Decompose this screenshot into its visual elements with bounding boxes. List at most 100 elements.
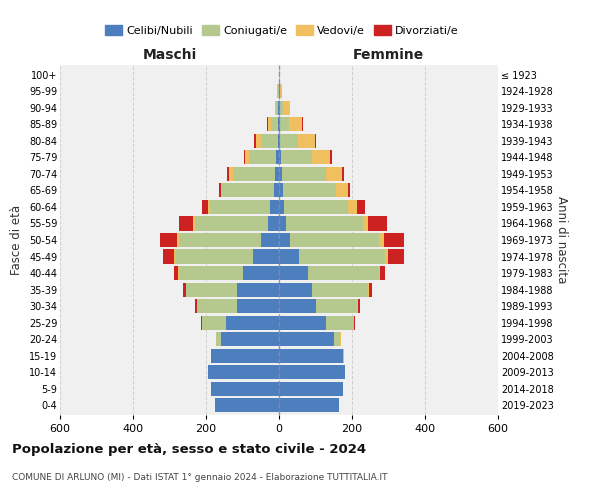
Bar [254,134,256,148]
Bar [312,150,330,164]
Bar [385,250,388,264]
Bar [215,398,279,412]
Bar [286,216,363,230]
Bar [280,134,298,148]
Text: Femmine: Femmine [353,48,424,62]
Bar [315,134,316,148]
Bar [282,167,326,181]
Bar [279,167,282,181]
Bar [195,216,268,230]
Bar [279,266,308,280]
Bar [279,134,280,148]
Bar [208,200,209,214]
Bar [278,118,279,132]
Bar [279,332,334,346]
Bar [299,250,385,264]
Bar [280,118,289,132]
Bar [280,84,282,98]
Bar [343,348,344,362]
Bar [179,266,242,280]
Bar [368,216,386,230]
Bar [308,266,379,280]
Bar [335,184,349,198]
Bar [379,266,380,280]
Bar [229,167,233,181]
Bar [279,398,339,412]
Bar [277,84,278,98]
Bar [379,233,384,247]
Text: Maschi: Maschi [142,48,197,62]
Bar [268,118,271,132]
Bar [279,101,280,115]
Bar [195,299,197,313]
Bar [369,282,372,296]
Bar [270,200,279,214]
Bar [298,134,315,148]
Bar [219,184,221,198]
Bar [278,101,279,115]
Bar [173,266,178,280]
Bar [244,150,245,164]
Bar [179,233,261,247]
Bar [349,200,358,214]
Bar [354,316,355,330]
Bar [279,282,312,296]
Bar [384,233,404,247]
Bar [283,184,335,198]
Bar [177,233,179,247]
Bar [277,150,279,164]
Bar [279,150,281,164]
Bar [281,150,312,164]
Bar [388,250,404,264]
Bar [179,216,193,230]
Bar [277,101,278,115]
Bar [182,282,185,296]
Bar [279,299,316,313]
Bar [253,250,279,264]
Bar [279,348,343,362]
Bar [316,299,358,313]
Bar [279,233,290,247]
Bar [178,266,179,280]
Bar [279,316,326,330]
Bar [275,101,277,115]
Bar [358,200,365,214]
Bar [216,332,221,346]
Bar [242,266,279,280]
Y-axis label: Fasce di età: Fasce di età [10,205,23,275]
Bar [163,250,174,264]
Bar [279,250,299,264]
Bar [202,200,208,214]
Bar [160,233,177,247]
Bar [237,299,279,313]
Bar [275,167,279,181]
Bar [368,282,369,296]
Bar [197,299,237,313]
Bar [211,348,279,362]
Bar [349,184,350,198]
Legend: Celibi/Nubili, Coniugati/e, Vedovi/e, Divorziati/e: Celibi/Nubili, Coniugati/e, Vedovi/e, Di… [101,20,463,40]
Bar [256,134,261,148]
Bar [201,316,202,330]
Bar [271,118,278,132]
Bar [279,84,280,98]
Bar [249,150,277,164]
Bar [226,316,279,330]
Bar [208,365,279,379]
Bar [342,167,344,181]
Text: Popolazione per età, sesso e stato civile - 2024: Popolazione per età, sesso e stato civil… [12,442,366,456]
Bar [312,282,368,296]
Bar [193,216,195,230]
Bar [284,200,349,214]
Bar [302,118,303,132]
Y-axis label: Anni di nascita: Anni di nascita [554,196,568,284]
Bar [274,184,279,198]
Bar [358,299,359,313]
Bar [233,167,275,181]
Bar [175,250,253,264]
Bar [268,216,279,230]
Text: COMUNE DI ARLUNO (MI) - Dati ISTAT 1° gennaio 2024 - Elaborazione TUTTITALIA.IT: COMUNE DI ARLUNO (MI) - Dati ISTAT 1° ge… [12,472,388,482]
Bar [289,118,302,132]
Bar [261,233,279,247]
Bar [279,382,343,396]
